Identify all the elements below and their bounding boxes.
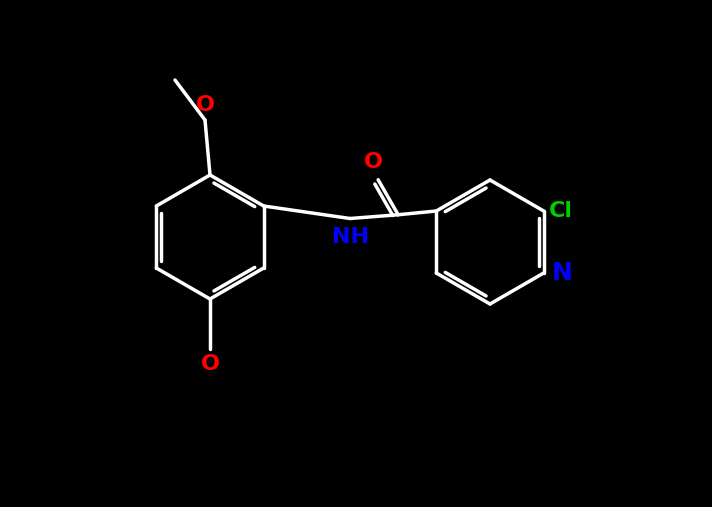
Text: O: O (364, 152, 382, 172)
Text: O: O (201, 354, 219, 374)
Text: Cl: Cl (549, 201, 572, 221)
Text: O: O (196, 95, 214, 115)
Text: N: N (552, 261, 572, 285)
Text: NH: NH (332, 227, 369, 246)
